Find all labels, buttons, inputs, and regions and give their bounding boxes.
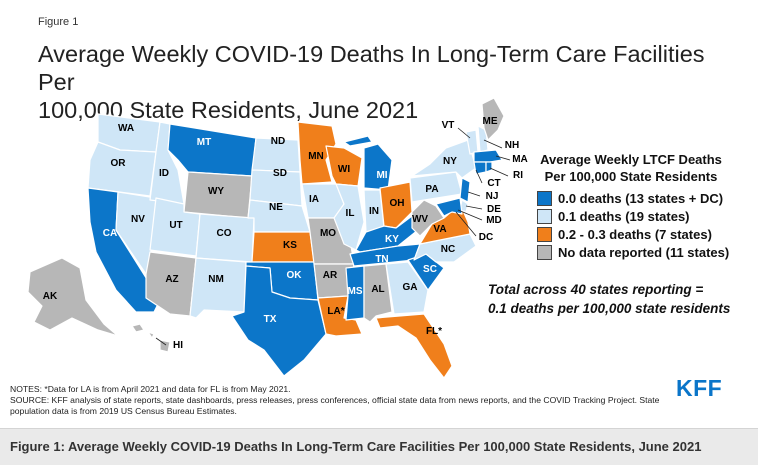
total-line-1: Total across 40 states reporting = — [488, 282, 704, 297]
title-line-1: Average Weekly COVID-19 Deaths In Long-T… — [38, 41, 705, 95]
label-wv: WV — [412, 214, 428, 225]
legend-title-line-2: Per 100,000 State Residents — [544, 169, 718, 184]
legend-label: No data reported (11 states) — [558, 245, 730, 260]
label-me: ME — [483, 116, 498, 127]
state-me[interactable] — [481, 97, 505, 141]
state-il[interactable] — [333, 183, 365, 251]
legend-item-3: No data reported (11 states) — [537, 245, 729, 260]
kff-logo: KFF — [676, 375, 723, 401]
label-md: MD — [486, 215, 502, 226]
label-vt: VT — [442, 120, 455, 131]
label-mi: MI — [376, 170, 387, 181]
label-nm: NM — [208, 274, 224, 285]
notes-line-1: NOTES: *Data for LA is from April 2021 a… — [10, 384, 291, 394]
label-sc: SC — [423, 264, 437, 275]
state-wv[interactable] — [411, 199, 445, 237]
notes-line-2: SOURCE: KFF analysis of state reports, s… — [10, 395, 660, 416]
label-az: AZ — [165, 274, 178, 285]
label-ga: GA — [403, 282, 418, 293]
label-ri: RI — [513, 170, 523, 181]
legend-swatch — [537, 209, 552, 224]
figure-caption: Figure 1: Average Weekly COVID-19 Deaths… — [10, 439, 702, 454]
label-wa: WA — [118, 123, 134, 134]
label-id: ID — [159, 168, 169, 179]
label-de: DE — [487, 204, 501, 215]
label-fl: FL* — [426, 326, 442, 337]
label-ok: OK — [287, 270, 303, 281]
label-oh: OH — [390, 198, 405, 209]
label-in: IN — [369, 206, 379, 217]
caption-bar: Figure 1: Average Weekly COVID-19 Deaths… — [0, 428, 758, 465]
state-mt[interactable] — [167, 123, 257, 177]
state-hi[interactable] — [131, 323, 171, 353]
figure-label: Figure 1 — [38, 16, 79, 28]
state-mn[interactable] — [297, 121, 337, 185]
state-nm[interactable] — [189, 257, 247, 319]
label-pa: PA — [425, 184, 438, 195]
state-fl[interactable] — [375, 313, 453, 379]
legend-item-2: 0.2 - 0.3 deaths (7 states) — [537, 227, 712, 242]
label-nh: NH — [505, 140, 519, 151]
state-ak[interactable] — [27, 257, 119, 337]
leader-lines — [155, 127, 511, 346]
label-ky: KY — [385, 234, 399, 245]
label-ms: MS — [348, 286, 363, 297]
label-ak: AK — [43, 291, 58, 302]
total-line-2: 0.1 deaths per 100,000 state residents — [488, 301, 731, 316]
label-ia: IA — [309, 194, 319, 205]
state-ms[interactable] — [345, 265, 365, 321]
legend-item-0: 0.0 deaths (13 states + DC) — [537, 191, 723, 206]
label-sd: SD — [273, 168, 287, 179]
state-ma[interactable] — [473, 149, 503, 163]
state-mi[interactable] — [343, 135, 393, 191]
label-wy: WY — [208, 186, 224, 197]
legend-label: 0.0 deaths (13 states + DC) — [558, 191, 724, 206]
label-nv: NV — [131, 214, 145, 225]
label-ks: KS — [283, 240, 297, 251]
label-nc: NC — [441, 244, 455, 255]
state-nj[interactable] — [459, 177, 471, 203]
label-ny: NY — [443, 156, 457, 167]
label-hi: HI — [173, 340, 183, 351]
label-tx: TX — [264, 314, 277, 325]
label-ca: CA — [103, 228, 117, 239]
label-il: IL — [346, 208, 355, 219]
legend-swatch — [537, 191, 552, 206]
label-nj: NJ — [486, 191, 499, 202]
label-co: CO — [217, 228, 232, 239]
label-dc: DC — [479, 232, 493, 243]
legend-title: Average Weekly LTCF Deaths Per 100,000 S… — [528, 151, 734, 185]
label-va: VA — [433, 224, 446, 235]
label-ut: UT — [169, 220, 182, 231]
total-note: Total across 40 states reporting = 0.1 d… — [488, 280, 738, 318]
label-ct: CT — [487, 178, 500, 189]
legend-swatch — [537, 227, 552, 242]
legend-item-1: 0.1 deaths (19 states) — [537, 209, 690, 224]
state-oh[interactable] — [379, 181, 413, 229]
legend-title-line-1: Average Weekly LTCF Deaths — [540, 152, 722, 167]
label-or: OR — [111, 158, 127, 169]
label-ne: NE — [269, 202, 283, 213]
us-map: WA OR CA ID NV MT WY UT CO AZ NM ND SD N… — [27, 97, 528, 379]
label-ar: AR — [323, 270, 338, 281]
label-tn: TN — [375, 254, 388, 265]
label-la: LA* — [327, 306, 344, 317]
notes-source: NOTES: *Data for LA is from April 2021 a… — [10, 384, 660, 417]
state-ct[interactable] — [473, 161, 487, 175]
label-mt: MT — [197, 137, 211, 148]
legend-label: 0.2 - 0.3 deaths (7 states) — [558, 227, 712, 242]
legend-label: 0.1 deaths (19 states) — [558, 209, 690, 224]
label-al: AL — [371, 284, 384, 295]
label-ma: MA — [512, 154, 528, 165]
legend-swatch — [537, 245, 552, 260]
state-tx[interactable] — [231, 265, 327, 377]
state-ri[interactable] — [485, 161, 493, 173]
label-mo: MO — [320, 228, 336, 239]
label-nd: ND — [271, 136, 285, 147]
state-ga[interactable] — [385, 261, 429, 315]
label-mn: MN — [308, 151, 324, 162]
label-wi: WI — [338, 164, 350, 175]
